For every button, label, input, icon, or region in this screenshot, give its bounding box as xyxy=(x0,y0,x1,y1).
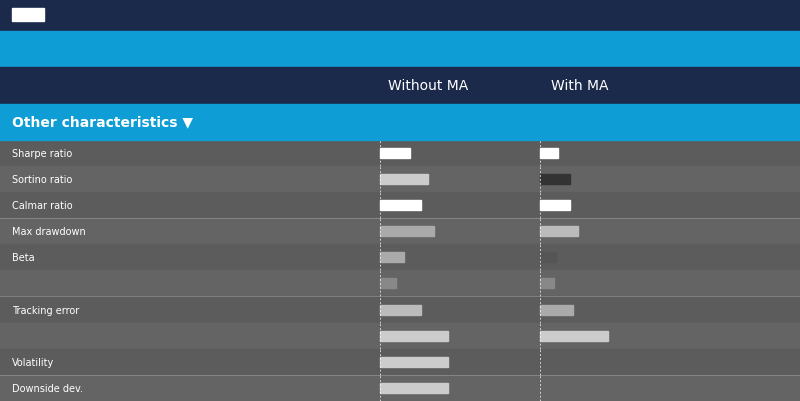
Bar xyxy=(0,0,800,32)
Text: Calmar ratio: Calmar ratio xyxy=(12,200,73,211)
Bar xyxy=(380,383,448,393)
Bar xyxy=(540,200,570,211)
Bar xyxy=(12,9,44,22)
Bar xyxy=(0,104,800,140)
Bar xyxy=(0,68,800,104)
Bar xyxy=(380,305,421,315)
Bar xyxy=(0,166,800,192)
Bar xyxy=(0,323,800,349)
Text: Volatility: Volatility xyxy=(12,357,54,367)
Bar xyxy=(0,297,800,323)
Bar xyxy=(0,32,800,68)
Bar xyxy=(0,140,800,166)
Bar xyxy=(0,245,800,271)
Bar xyxy=(540,148,558,158)
Bar xyxy=(540,253,556,263)
Bar xyxy=(380,200,421,211)
Text: Sortino ratio: Sortino ratio xyxy=(12,174,72,184)
Bar xyxy=(380,331,448,341)
Bar xyxy=(0,219,800,245)
Text: Downside dev.: Downside dev. xyxy=(12,383,83,393)
Text: Sharpe ratio: Sharpe ratio xyxy=(12,148,72,158)
Text: Beta: Beta xyxy=(12,253,34,263)
Bar xyxy=(540,331,608,341)
Bar xyxy=(380,357,448,367)
Bar xyxy=(0,271,800,297)
Bar xyxy=(540,305,573,315)
Bar xyxy=(0,349,800,375)
Bar xyxy=(0,375,800,401)
Text: Other characteristics ▼: Other characteristics ▼ xyxy=(12,115,193,129)
Bar xyxy=(380,174,428,184)
Text: With MA: With MA xyxy=(551,79,609,93)
Text: Tracking error: Tracking error xyxy=(12,305,79,315)
Bar xyxy=(540,227,578,237)
Text: Max drawdown: Max drawdown xyxy=(12,227,86,237)
Bar xyxy=(540,174,570,184)
Bar xyxy=(540,279,554,289)
Bar xyxy=(380,279,396,289)
Bar xyxy=(380,227,434,237)
Bar xyxy=(380,253,405,263)
Bar xyxy=(0,192,800,219)
Text: Without MA: Without MA xyxy=(388,79,468,93)
Bar xyxy=(380,148,410,158)
